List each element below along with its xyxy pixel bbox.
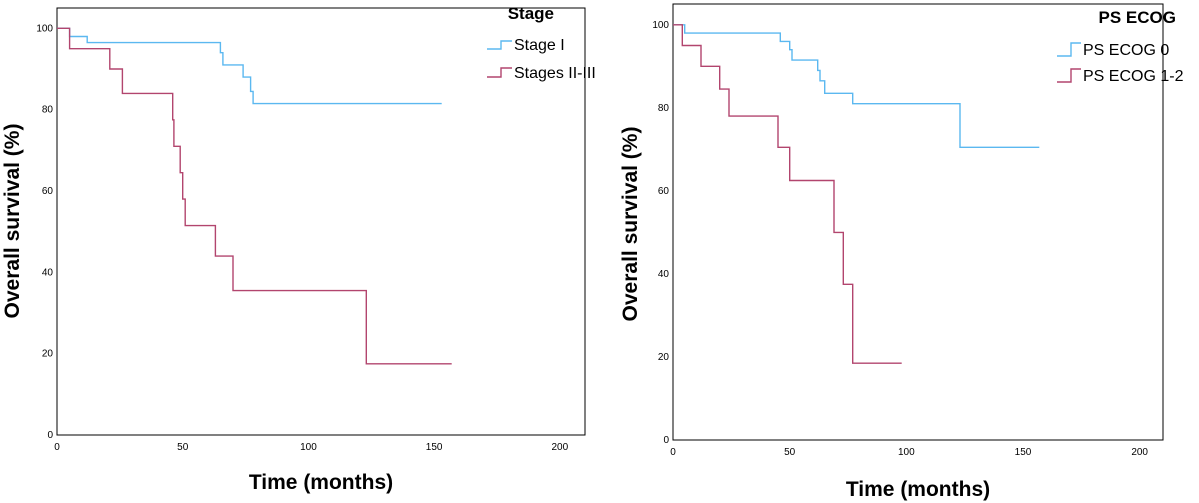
survival-curve-stages-ii-iii <box>57 27 452 365</box>
x-tick-label: 100 <box>300 442 317 453</box>
survival-curves <box>57 27 452 365</box>
legend-label-ps-ecog-1-2: PS ECOG 1-2 <box>1083 68 1184 85</box>
y-axis-title: Overall survival (%) <box>1 124 24 319</box>
y-tick-label: 20 <box>42 349 54 360</box>
x-tick-label: 50 <box>177 442 189 453</box>
y-tick-labels: 0 20 40 60 80 100 <box>36 23 53 441</box>
x-axis-title: Time (months) <box>846 478 990 501</box>
legend-swatch-stage-i <box>487 40 512 50</box>
y-tick-label: 40 <box>42 267 54 278</box>
y-tick-label: 60 <box>42 186 54 197</box>
survival-curve-ps-ecog-1-2 <box>673 24 902 364</box>
y-tick-label: 100 <box>36 23 53 34</box>
y-tick-label: 100 <box>652 20 669 31</box>
legend-label-stages-ii-iii: Stages II-III <box>514 65 596 82</box>
y-tick-label: 20 <box>658 352 670 363</box>
x-tick-label: 200 <box>552 442 569 453</box>
legend: PS ECOG PS ECOG 0 PS ECOG 1-2 <box>1057 8 1184 85</box>
y-tick-labels: 0 20 40 60 80 100 <box>652 20 669 446</box>
y-tick-label: 0 <box>47 430 53 441</box>
legend-title: PS ECOG <box>1099 8 1176 27</box>
legend-label-stage-i: Stage I <box>514 37 565 54</box>
y-tick-label: 80 <box>658 103 670 114</box>
legend-swatch-ps-ecog-0 <box>1057 42 1081 57</box>
legend: Stage Stage I Stages II-III <box>487 4 596 82</box>
x-tick-label: 100 <box>898 447 915 458</box>
y-tick-label: 40 <box>658 269 670 280</box>
legend-label-ps-ecog-0: PS ECOG 0 <box>1083 42 1169 59</box>
y-tick-label: 0 <box>663 435 669 446</box>
legend-title: Stage <box>508 4 554 23</box>
x-tick-labels: 0 50 100 150 200 <box>54 442 568 453</box>
y-tick-label: 60 <box>658 186 670 197</box>
survival-curve-stage-i <box>57 27 442 105</box>
x-tick-label: 50 <box>784 447 796 458</box>
x-tick-label: 200 <box>1131 447 1148 458</box>
survival-curves <box>673 24 1040 364</box>
legend-swatch-ps-ecog-1-2 <box>1057 68 1081 83</box>
x-tick-label: 150 <box>426 442 443 453</box>
y-axis-title: Overall survival (%) <box>619 127 642 322</box>
survival-curve-ps-ecog-0 <box>673 24 1040 148</box>
plot-frame <box>56 7 586 436</box>
legend-swatch-stages-ii-iii <box>487 67 512 78</box>
x-tick-label: 0 <box>54 442 60 453</box>
x-tick-label: 150 <box>1015 447 1032 458</box>
x-tick-labels: 0 50 100 150 200 <box>670 447 1148 458</box>
y-tick-label: 80 <box>42 105 54 116</box>
x-axis-title: Time (months) <box>249 471 393 494</box>
plot-frame <box>672 3 1164 441</box>
x-tick-label: 0 <box>670 447 676 458</box>
